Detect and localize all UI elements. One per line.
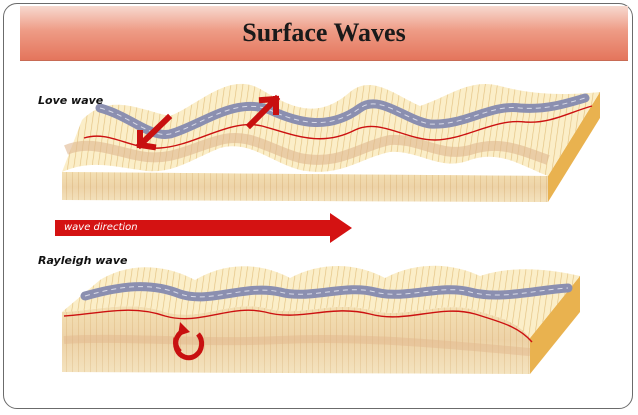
rayleigh-wave-label: Rayleigh wave [38, 254, 128, 267]
wave-direction-label: wave direction [64, 222, 138, 233]
title-bar: Surface Waves [20, 6, 628, 61]
love-wave-block [62, 83, 600, 202]
rayleigh-wave-block [62, 265, 580, 374]
love-wave-motion-arrows [135, 94, 281, 151]
slide-title: Surface Waves [242, 18, 406, 47]
rayleigh-rotation-arrow [173, 322, 205, 361]
love-wave-label: Love wave [38, 94, 104, 107]
wave-direction-arrow [55, 213, 352, 243]
